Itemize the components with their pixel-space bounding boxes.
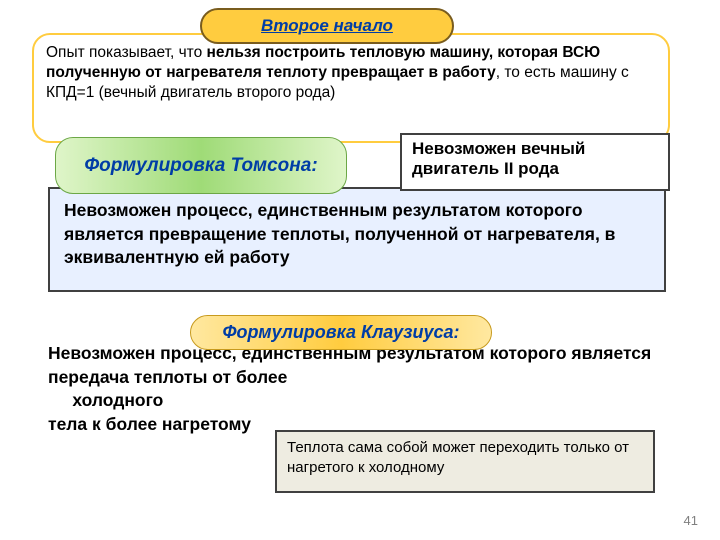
page-number: 41 [684, 513, 698, 528]
clausius-statement: Невозможен процесс, единственным результ… [48, 342, 666, 437]
intro-bold: нельзя построить тепловую машину, котора… [46, 44, 600, 81]
clausius-line2: холодного [72, 390, 163, 410]
clausius-label-pill: Формулировка Клаузиуса: [190, 315, 492, 350]
thomson-label-pill: Формулировка Томсона: [55, 137, 347, 194]
clausius-line3: тела к более нагретому [48, 414, 251, 434]
thomson-statement-box: Невозможен процесс, единственным результ… [48, 187, 666, 292]
intro-post: , то есть машину с КПД=1 (вечный двигате… [46, 64, 629, 101]
heat-direction-note: Теплота сама собой может переходить толь… [275, 430, 655, 493]
intro-pre: Опыт показывает, что [46, 44, 207, 61]
impossible-engine-box: Невозможен вечный двигатель II рода [400, 133, 670, 191]
slide-title: Второе начало [200, 8, 454, 44]
intro-box: Опыт показывает, что нельзя построить те… [32, 33, 670, 143]
